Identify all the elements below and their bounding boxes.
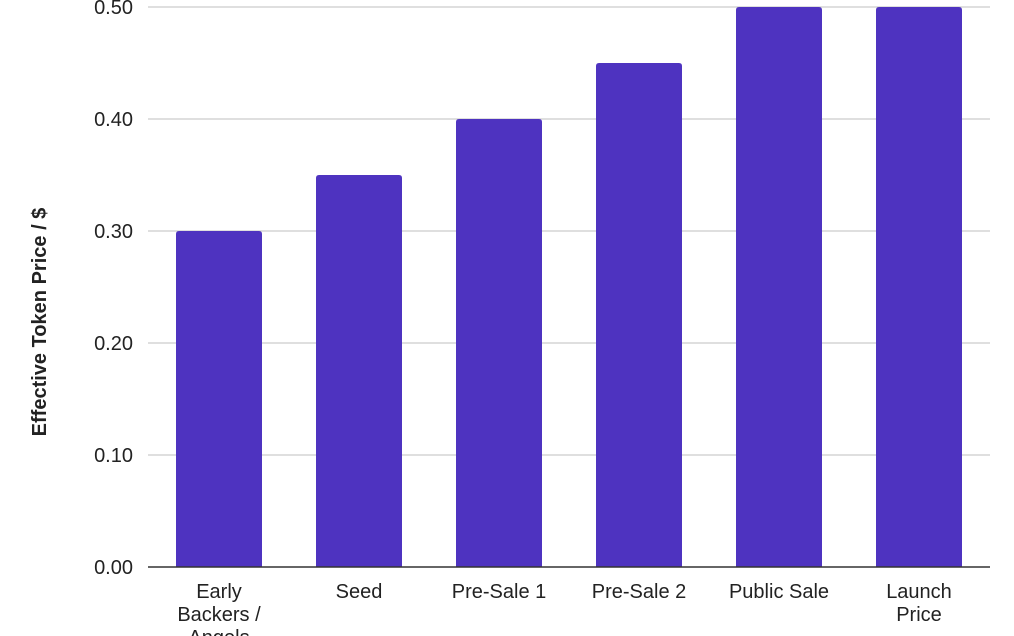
y-tick-label: 0.00 xyxy=(94,557,133,579)
bar xyxy=(596,63,682,567)
y-tick-labels: 0.00 0.10 0.20 0.30 0.40 0.50 xyxy=(94,0,133,579)
y-tick-label: 0.30 xyxy=(94,221,133,243)
x-category-label: Pre-Sale 2 xyxy=(592,581,687,603)
bar xyxy=(736,7,822,567)
bars xyxy=(176,7,962,567)
y-tick-label: 0.40 xyxy=(94,109,133,131)
gridlines xyxy=(148,6,990,456)
x-category-label: Pre-Sale 1 xyxy=(452,581,547,603)
y-tick-label: 0.20 xyxy=(94,333,133,355)
y-axis-title: Effective Token Price / $ xyxy=(29,208,51,437)
bar xyxy=(456,119,542,567)
y-tick-label: 0.10 xyxy=(94,445,133,467)
bar xyxy=(876,7,962,567)
bar xyxy=(176,231,262,567)
x-category-label: Seed xyxy=(336,581,383,603)
y-tick-label: 0.50 xyxy=(94,0,133,19)
bar xyxy=(316,175,402,567)
x-category-label: Public Sale xyxy=(729,581,829,603)
x-category-label: Launch Price xyxy=(886,581,952,626)
